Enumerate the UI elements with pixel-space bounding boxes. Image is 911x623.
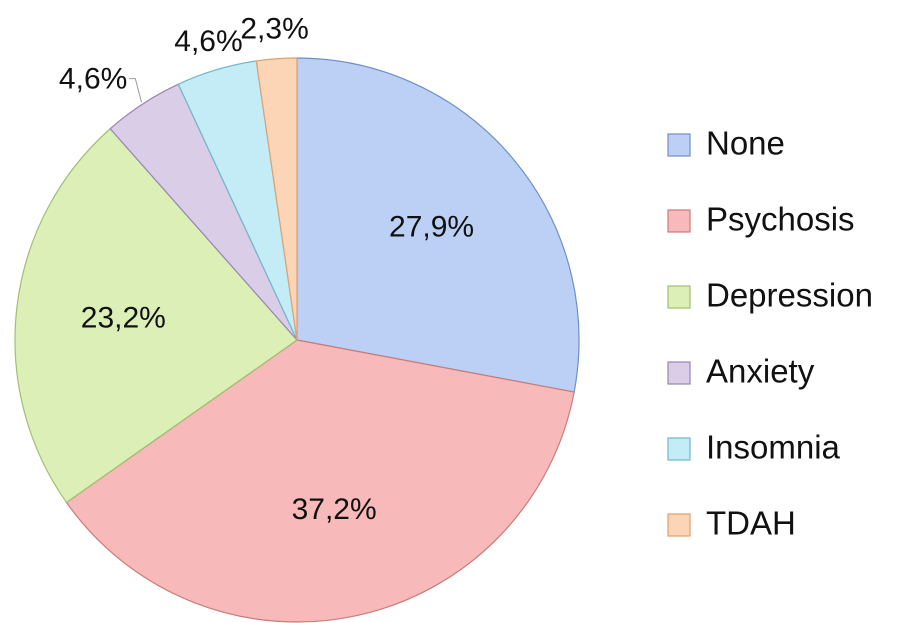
legend-label: None [706, 125, 785, 162]
pie-slice [255, 57, 298, 341]
data-label: 27,9% [389, 210, 474, 243]
legend-label: Depression [706, 277, 873, 314]
legend-swatch [667, 437, 691, 461]
data-label: 37,2% [292, 493, 377, 526]
pie-slice [14, 127, 298, 504]
leader-line [129, 78, 143, 103]
data-label: 2,3% [240, 13, 308, 46]
legend-label: Insomnia [706, 429, 841, 466]
legend-label: Anxiety [706, 353, 815, 390]
data-label: 4,6% [59, 62, 127, 95]
pie-slice [65, 339, 575, 623]
data-label: 4,6% [174, 25, 242, 58]
data-label: 23,2% [81, 302, 166, 335]
pie-slice [296, 57, 580, 393]
legend-swatch [667, 209, 691, 233]
legend-swatch [667, 133, 691, 157]
legend-swatch [667, 513, 691, 537]
legend-swatch [667, 361, 691, 385]
legend-swatch [667, 285, 691, 309]
legend-label: TDAH [706, 505, 796, 542]
legend-label: Psychosis [706, 201, 855, 238]
